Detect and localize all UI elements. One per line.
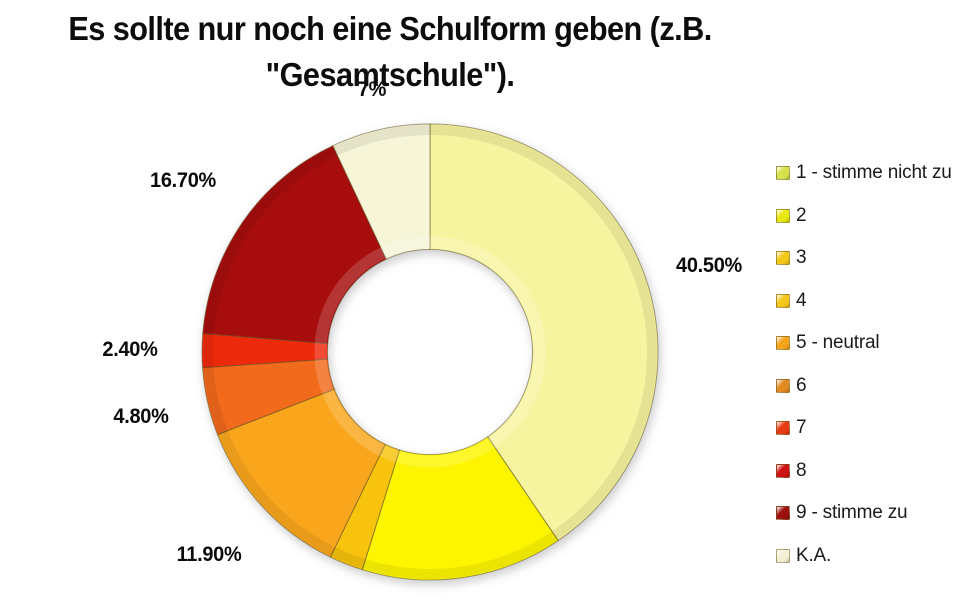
donut-gloss xyxy=(203,125,657,579)
slice-highlight xyxy=(314,247,386,344)
legend-swatch-icon xyxy=(776,506,790,521)
legend-swatch-icon xyxy=(776,463,790,478)
legend-item[interactable]: 3 xyxy=(776,237,974,280)
slice-highlight xyxy=(395,437,495,468)
legend-label: K.A. xyxy=(796,544,832,566)
slice-shade xyxy=(218,430,336,557)
legend-item[interactable]: 5 - neutral xyxy=(776,322,974,365)
legend-item[interactable]: 1 - stimme nicht zu xyxy=(776,152,974,195)
legend-label: 4 xyxy=(796,289,807,311)
legend-swatch-icon xyxy=(776,548,790,563)
donut-chart xyxy=(190,112,670,592)
slice-highlight xyxy=(430,236,546,448)
slice-shade xyxy=(362,531,558,579)
slice-shade xyxy=(330,547,366,569)
legend-label: 2 xyxy=(796,204,807,226)
data-label: 16.70% xyxy=(150,169,217,193)
legend-label: 3 xyxy=(796,247,807,269)
slice-shade xyxy=(333,125,430,156)
slice-highlight xyxy=(380,236,430,259)
legend-item[interactable]: 2 xyxy=(776,195,974,238)
legend-swatch-icon xyxy=(776,421,790,436)
slice-highlight xyxy=(322,389,385,456)
slice-highlight xyxy=(314,359,334,394)
legend-label: 6 xyxy=(796,374,807,396)
legend-item[interactable]: 4 xyxy=(776,280,974,323)
data-label: 11.90% xyxy=(176,543,242,567)
data-label: 7% xyxy=(357,78,386,102)
legend-item[interactable]: 7 xyxy=(776,407,974,450)
legend-swatch-icon xyxy=(776,378,790,393)
donut-slices xyxy=(201,123,659,581)
legend-label: 1 - stimme nicht zu xyxy=(796,162,952,184)
legend-swatch-icon xyxy=(776,166,790,181)
data-label: 2.40% xyxy=(102,338,158,362)
donut-slice[interactable] xyxy=(332,123,431,260)
legend-label: 8 xyxy=(796,459,807,481)
legend-item[interactable]: K.A. xyxy=(776,535,974,578)
slice-highlight xyxy=(314,342,327,360)
slice-shade xyxy=(203,366,228,435)
slice-highlight xyxy=(379,445,400,463)
data-label: 4.80% xyxy=(113,404,169,428)
chart-legend: 1 - stimme nicht zu 2 3 4 5 - neutral 6 7 8 9 - … xyxy=(776,152,974,577)
slice-shade xyxy=(203,333,214,368)
legend-swatch-icon xyxy=(776,208,790,223)
legend-label: 7 xyxy=(796,417,807,439)
legend-swatch-icon xyxy=(776,293,790,308)
legend-label: 5 - neutral xyxy=(796,332,880,354)
legend-item[interactable]: 6 xyxy=(776,365,974,408)
legend-label: 9 - stimme zu xyxy=(796,502,908,524)
data-label: 40.50% xyxy=(676,254,743,278)
chart-title: Es sollte nur noch eine Schulform geben … xyxy=(68,10,712,93)
donut-slice[interactable] xyxy=(202,145,387,345)
legend-item[interactable]: 9 - stimme zu xyxy=(776,492,974,535)
donut-slice[interactable] xyxy=(361,436,559,581)
legend-swatch-icon xyxy=(776,251,790,266)
legend-swatch-icon xyxy=(776,336,790,351)
legend-item[interactable]: 8 xyxy=(776,450,974,493)
donut-slice[interactable] xyxy=(429,123,659,542)
donut-svg xyxy=(201,123,659,581)
